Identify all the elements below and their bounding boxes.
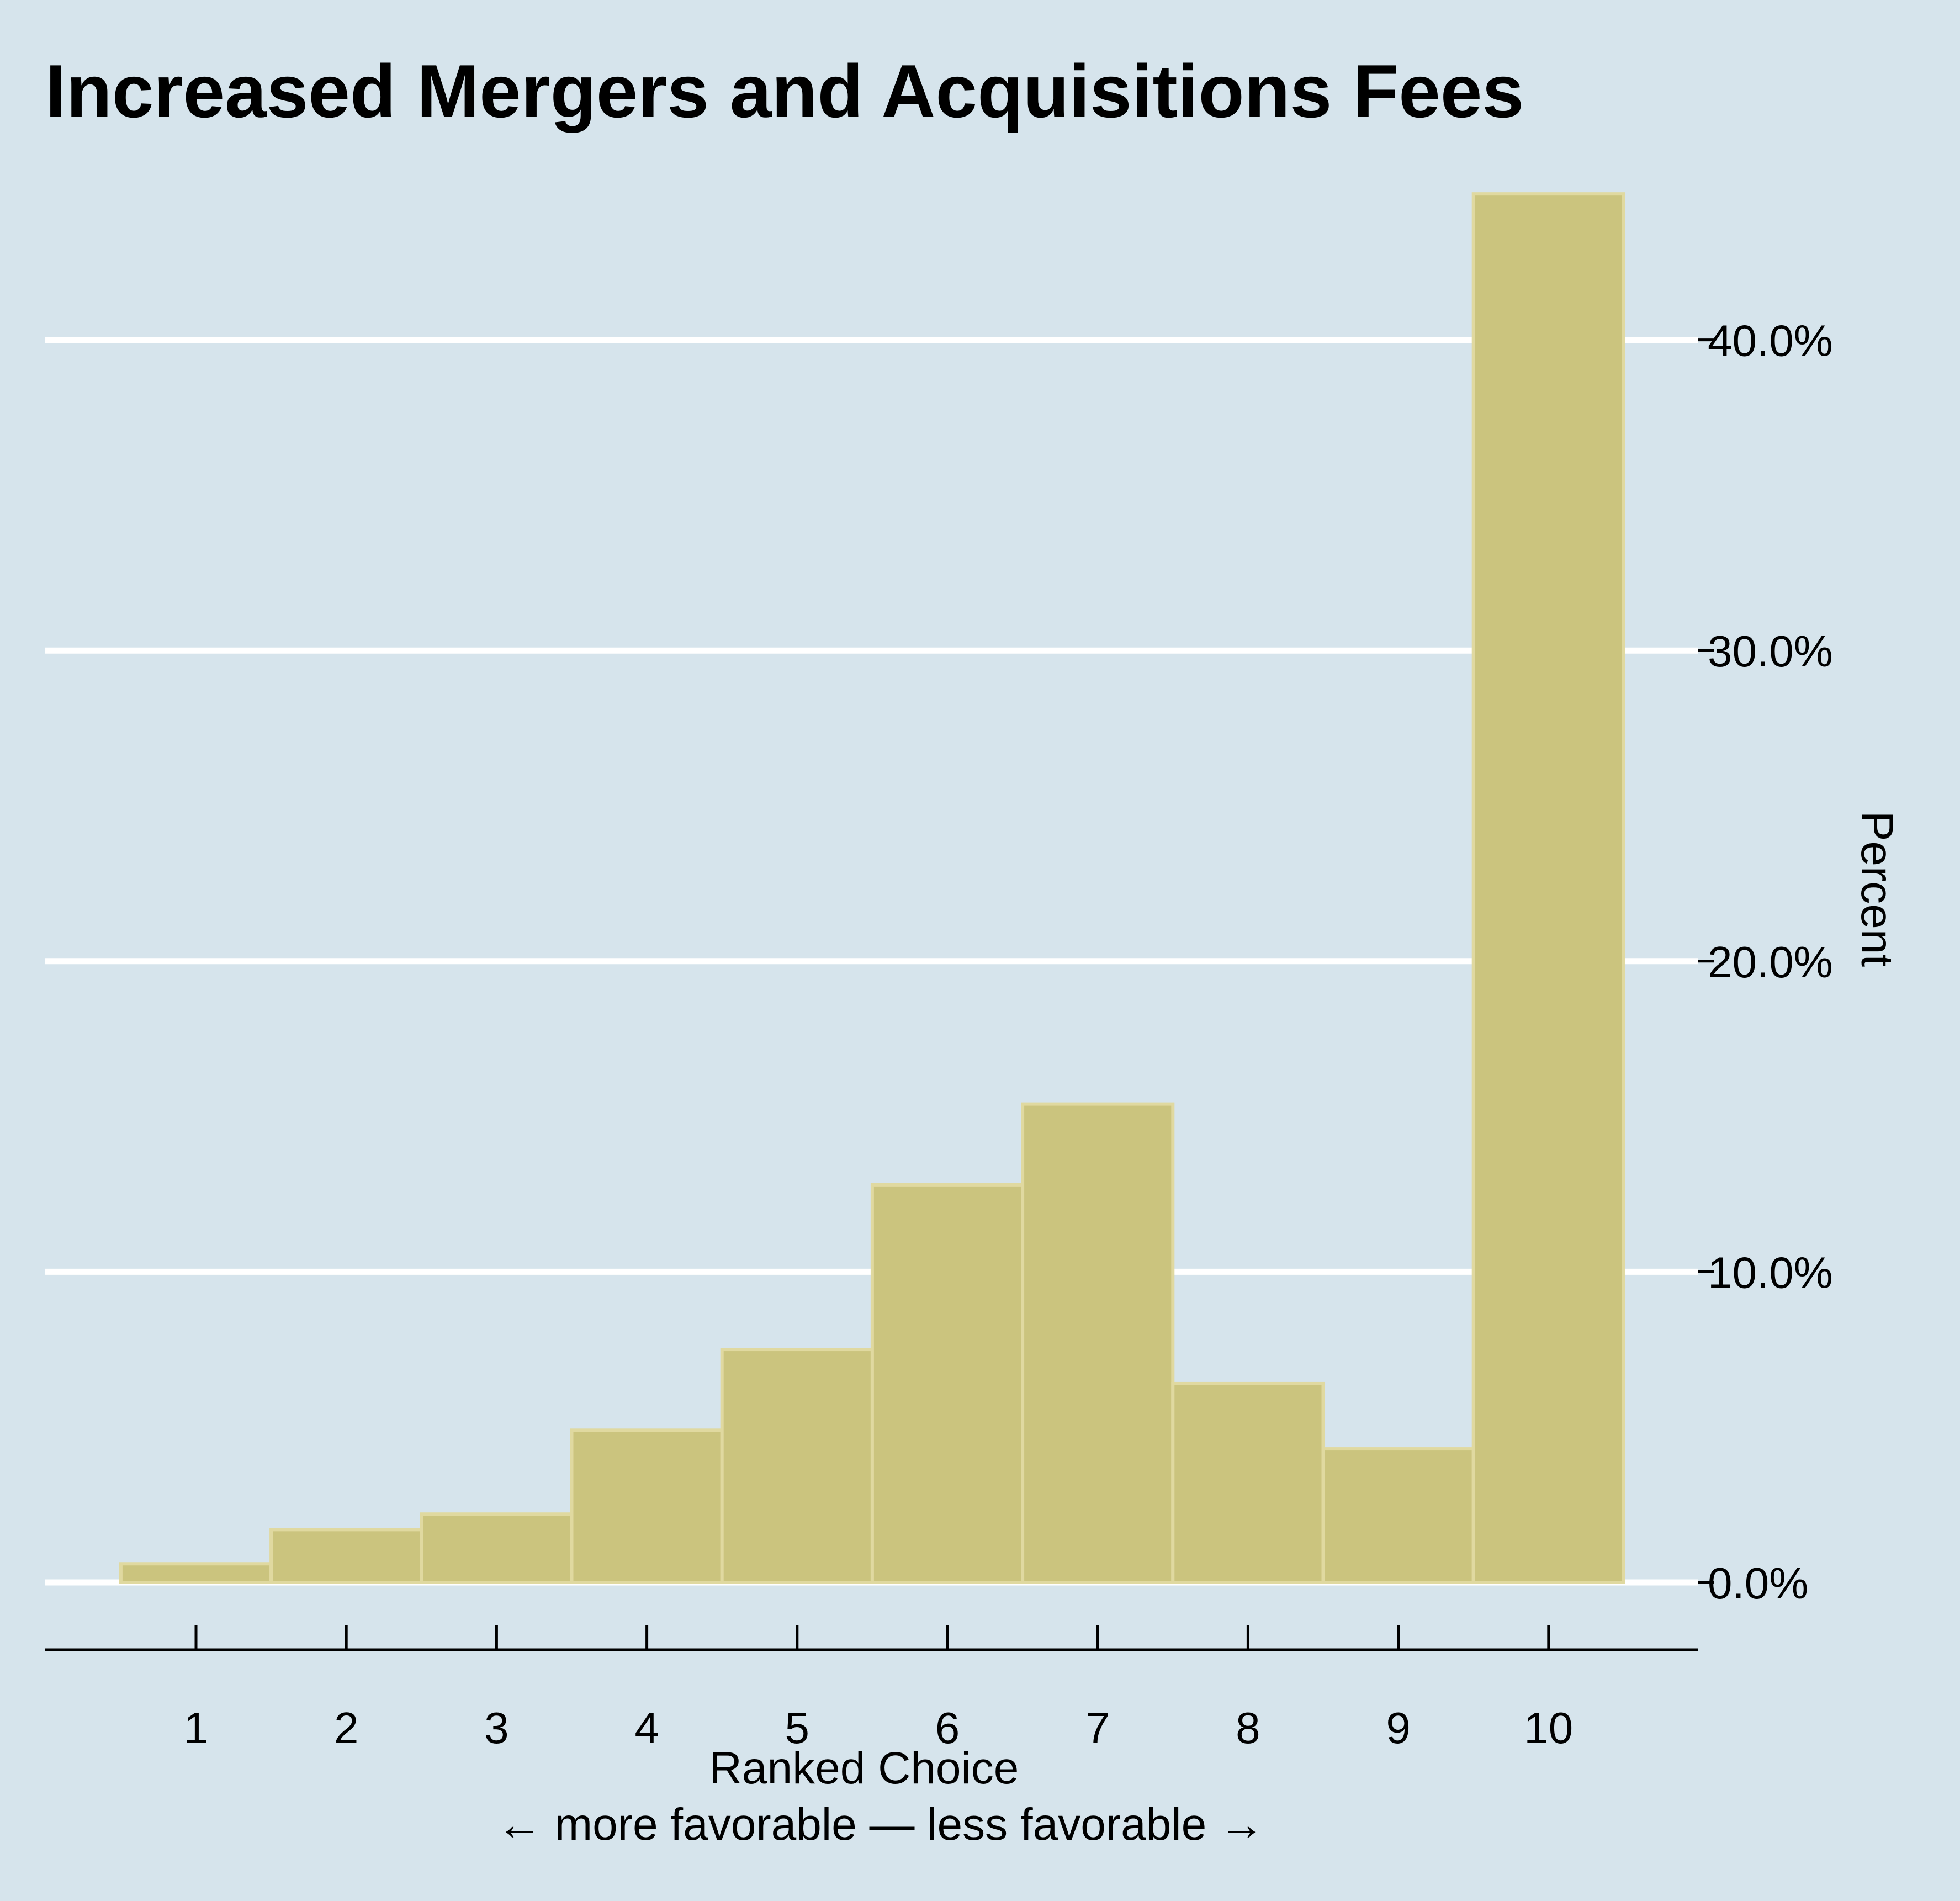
bar [870,1183,1025,1585]
bar [420,1512,574,1585]
bar [269,1528,423,1584]
bar [720,1348,874,1585]
x-tick-label: 1 [184,1703,209,1752]
bar [119,1562,273,1584]
x-tick-label: 10 [1524,1703,1573,1752]
x-tick-label: 3 [484,1703,509,1752]
y-tick-label: 40.0% [1708,316,1833,366]
x-axis: 1 2 3 4 5 6 7 8 9 10 [45,1625,1698,1752]
x-axis-subtitle: ← more favorable — less favorable → [497,1799,1264,1850]
x-tick-label: 9 [1386,1703,1411,1752]
y-tick-label: 10.0% [1708,1248,1833,1297]
x-tick-label: 6 [935,1703,960,1752]
x-axis-title: Ranked Choice [709,1743,1019,1793]
x-tick-label: 8 [1236,1703,1260,1752]
bar [1171,1381,1325,1585]
chart-title: Increased Mergers and Acquisitions Fees [45,49,1524,133]
x-tick-label: 5 [785,1703,810,1752]
x-tick-label: 2 [334,1703,359,1752]
bar [1471,192,1625,1585]
x-tick-label: 4 [634,1703,659,1752]
bar [1321,1447,1475,1585]
y-axis-title: Percent [1852,811,1902,967]
x-tick-label: 7 [1085,1703,1110,1752]
y-tick-label: 30.0% [1708,627,1833,676]
y-tick-label: 20.0% [1708,938,1833,987]
y-axis: 0.0% 10.0% 20.0% 30.0% 40.0% [1698,316,1833,1608]
bar [570,1428,724,1584]
bars [119,192,1625,1585]
bar [1021,1102,1175,1584]
y-tick-label: 0.0% [1708,1559,1808,1608]
